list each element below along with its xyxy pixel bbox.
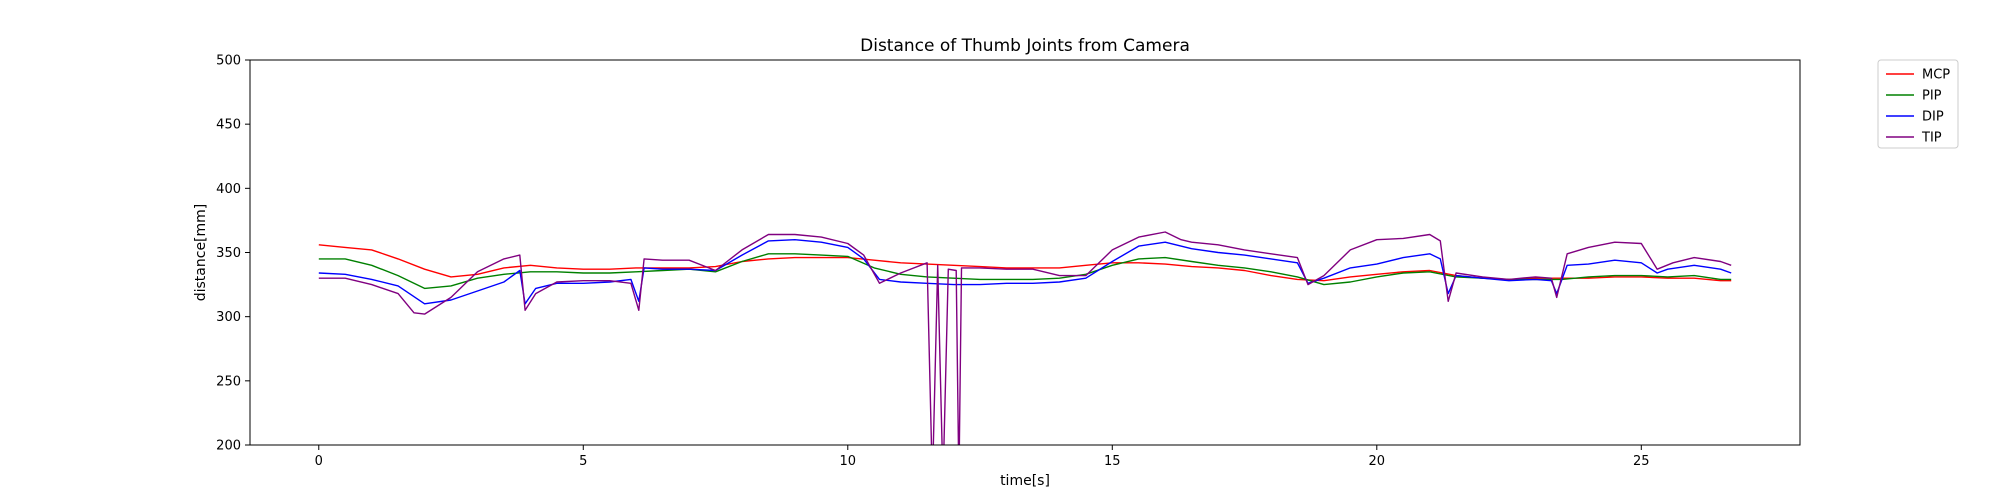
y-tick-label: 500 [216, 54, 241, 69]
y-tick-label: 250 [216, 374, 241, 389]
y-axis: 200 250 300 350 400 450 500 [216, 54, 250, 454]
series-layer [318, 231, 1732, 445]
legend-label-pip: PIP [1922, 89, 1942, 104]
x-axis-label: time[s] [1000, 473, 1050, 489]
y-tick-label: 300 [216, 310, 241, 325]
x-tick-label: 20 [1369, 454, 1386, 469]
legend: MCP PIP DIP TIP [1877, 59, 1959, 149]
chart-title: Distance of Thumb Joints from Camera [860, 36, 1190, 56]
y-tick-label: 400 [216, 182, 241, 197]
legend-label-dip: DIP [1922, 110, 1944, 125]
y-axis-label: distance[mm] [193, 204, 209, 302]
y-tick-label: 200 [216, 439, 241, 454]
x-tick-label: 15 [1104, 454, 1121, 469]
x-axis: 0 5 10 15 20 25 [315, 445, 1650, 469]
series-line-tip [318, 231, 1732, 445]
legend-label-tip: TIP [1921, 131, 1942, 146]
y-tick-label: 350 [216, 246, 241, 261]
legend-label-mcp: MCP [1922, 68, 1950, 83]
legend-box [1877, 59, 1959, 149]
y-tick-label: 450 [216, 118, 241, 133]
x-tick-label: 25 [1633, 454, 1650, 469]
plot-frame [249, 59, 1801, 446]
x-tick-label: 5 [579, 454, 587, 469]
x-tick-label: 10 [840, 454, 857, 469]
x-tick-label: 0 [315, 454, 323, 469]
series-line-mcp [318, 244, 1732, 282]
